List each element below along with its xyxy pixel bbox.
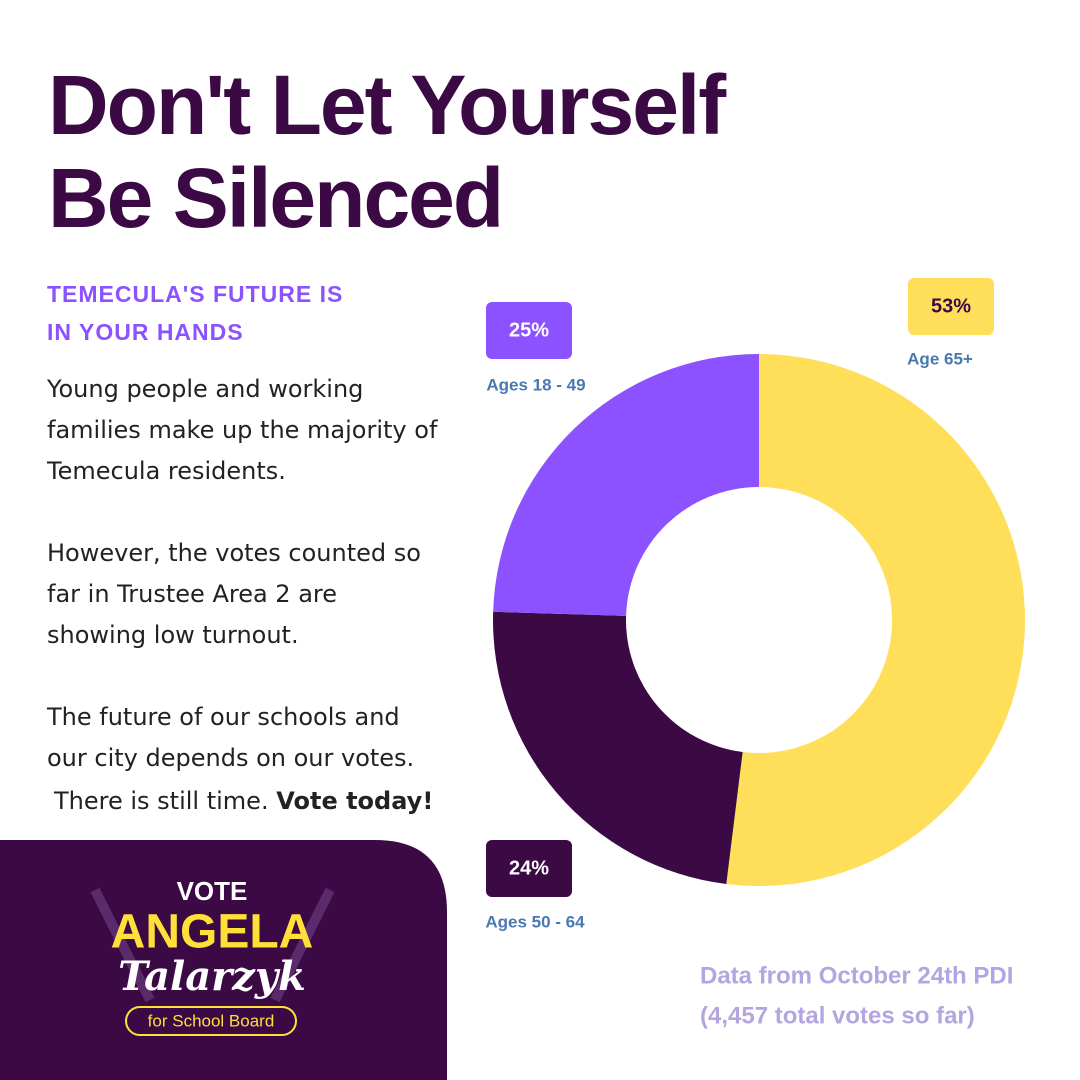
body-line: far in Trustee Area 2 are bbox=[47, 580, 337, 608]
logo-decoration bbox=[90, 887, 335, 1003]
logo-tagline: for School Board bbox=[148, 1011, 275, 1030]
value-label: 53% bbox=[931, 295, 971, 317]
title-line: Be Silenced bbox=[48, 151, 502, 245]
value-label-box bbox=[486, 840, 572, 897]
value-label: 24% bbox=[509, 857, 549, 879]
body-line: Temecula residents. bbox=[46, 457, 286, 485]
category-label: Ages 50 - 64 bbox=[485, 912, 585, 931]
body-line: The future of our schools and bbox=[46, 703, 400, 731]
logo-name: ANGELA bbox=[111, 906, 314, 959]
cta-text: There is still time. bbox=[53, 787, 269, 815]
body-line: However, the votes counted so bbox=[47, 539, 421, 567]
value-label-box bbox=[908, 278, 994, 335]
body-line: Young people and working bbox=[46, 375, 363, 403]
logo-tag-box bbox=[125, 1006, 297, 1036]
body-line: our city depends on our votes. bbox=[47, 744, 414, 772]
source-line: (4,457 total votes so far) bbox=[700, 1002, 975, 1029]
value-label: 25% bbox=[509, 319, 549, 341]
logo-panel bbox=[0, 840, 447, 1080]
body-line: families make up the majority of bbox=[47, 416, 438, 444]
value-label-box bbox=[486, 302, 572, 359]
call-to-action: There is still time. Vote today! bbox=[53, 787, 433, 815]
donut-slice bbox=[493, 611, 743, 884]
donut-slice bbox=[726, 354, 1026, 886]
title-line: Don't Let Yourself bbox=[48, 58, 727, 152]
logo-vote: VOTE bbox=[177, 876, 248, 906]
category-label: Age 65+ bbox=[907, 349, 973, 368]
subtitle-line: TEMECULA'S FUTURE IS bbox=[47, 281, 343, 307]
donut-slice bbox=[493, 354, 759, 616]
cta-emphasis: Vote today! bbox=[276, 787, 433, 815]
subtitle-line: IN YOUR HANDS bbox=[47, 319, 244, 345]
body-line: showing low turnout. bbox=[47, 621, 299, 649]
logo-surname: Talarzyk bbox=[118, 953, 306, 1000]
source-line: Data from October 24th PDI bbox=[700, 962, 1013, 989]
category-label: Ages 18 - 49 bbox=[486, 375, 585, 394]
